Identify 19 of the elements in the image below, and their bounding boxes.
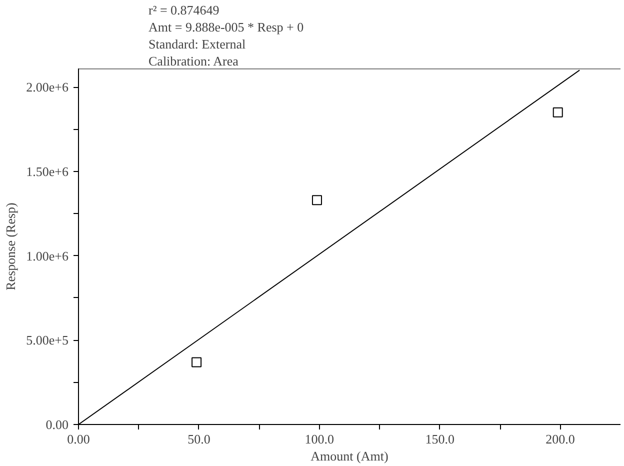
y-tick-label: 5.00e+5 [26, 332, 69, 348]
text: Amt = 9.888e-005 * Resp + 0 [148, 20, 304, 34]
text: r² = 0.874649 [148, 2, 220, 18]
x-tick-label: 150.0 [425, 432, 454, 446]
point [552, 107, 563, 118]
x-tick-label: 0.00 [67, 432, 90, 446]
point [312, 195, 322, 206]
text: Calibration: Area [148, 54, 239, 68]
y-axis-title: Response (Resp) [3, 202, 18, 290]
y-tick-label: 2.00e+6 [26, 80, 69, 95]
x-tick-label: 200.0 [546, 432, 575, 446]
x-tick-label: 100.0 [304, 432, 334, 446]
y-tick-label: 1.50e+6 [26, 164, 69, 179]
y-tick-label: 1.00e+6 [26, 248, 69, 264]
y-tick-label: 0.00 [46, 417, 68, 432]
point [192, 357, 202, 368]
text: Standard: External [148, 36, 246, 52]
x-axis-title: Amount (Amt) [310, 448, 388, 464]
x-tick-label: 50.0 [188, 432, 210, 446]
